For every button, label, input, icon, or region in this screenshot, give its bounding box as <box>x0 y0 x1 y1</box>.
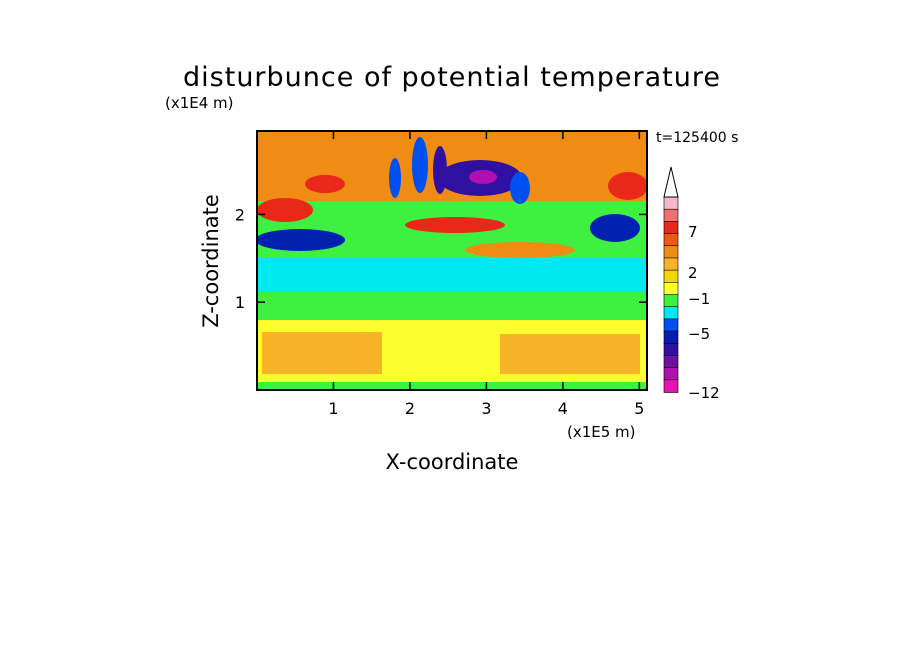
colorbar-label: −1 <box>688 290 710 308</box>
colorbar-swatch <box>663 367 679 381</box>
colorbar-label: 7 <box>688 223 698 241</box>
colorbar-swatch <box>663 257 679 271</box>
colorbar-extend-arrow <box>663 166 679 198</box>
band-orange-low <box>262 332 382 374</box>
y-axis-label: Z-coordinate <box>199 194 223 328</box>
red-blob-mid <box>305 175 345 193</box>
band-bottom-green <box>257 382 647 390</box>
chart-title: disturbunce of potential temperature <box>183 62 721 93</box>
red-blob-left <box>257 198 313 222</box>
x-unit-label: (x1E5 m) <box>567 423 636 441</box>
y-ticks: 12 <box>235 205 647 312</box>
cyan-streak <box>350 265 470 279</box>
colorbar-swatch <box>663 379 679 393</box>
red-blob-right <box>608 172 647 200</box>
colorbar-swatch <box>663 269 679 284</box>
x-tick-label: 5 <box>634 399 644 418</box>
colorbar-swatch <box>663 330 679 345</box>
colorbar-swatch <box>663 342 679 357</box>
colorbar-label: −5 <box>688 325 710 343</box>
colorbar-swatch <box>663 355 679 369</box>
colorbar-swatch <box>663 306 679 320</box>
wave-upper-2 <box>433 146 447 194</box>
colorbar: 7 2 −1 −5 −12 <box>663 166 720 402</box>
x-tick-label: 2 <box>405 399 415 418</box>
x-axis-label: X-coordinate <box>386 450 519 474</box>
y-tick-label: 2 <box>235 205 245 224</box>
colorbar-swatch <box>663 233 679 247</box>
colorbar-swatch <box>663 245 679 259</box>
x-tick-label: 4 <box>558 399 568 418</box>
colorbar-swatch <box>663 208 679 223</box>
wave-upper-1 <box>412 137 428 193</box>
y-tick-label: 1 <box>235 293 245 312</box>
band-orange-low-right <box>500 334 640 374</box>
x-tick-label: 3 <box>481 399 491 418</box>
blue-cell-right <box>590 214 640 242</box>
wave-upper-3 <box>389 158 401 198</box>
colorbar-label: −12 <box>688 384 720 402</box>
y-unit-label: (x1E4 m) <box>165 94 234 112</box>
orange-streak-mid <box>465 242 575 258</box>
colorbar-swatch <box>663 221 679 235</box>
magenta-core <box>469 170 497 184</box>
x-ticks: 1 2 3 4 5 <box>328 131 644 418</box>
band-green <box>257 292 647 324</box>
colorbar-label: 2 <box>688 264 698 282</box>
red-streak <box>405 217 505 233</box>
wave-upper-4 <box>510 172 530 204</box>
colorbar-swatch <box>663 294 679 308</box>
colorbar-swatch <box>663 318 679 332</box>
plot-area <box>257 131 647 390</box>
x-tick-label: 1 <box>328 399 338 418</box>
plot-frame <box>256 130 648 391</box>
time-label: t=125400 s <box>656 130 738 146</box>
blue-band-left <box>257 229 345 251</box>
colorbar-swatch <box>663 282 679 296</box>
colorbar-swatch <box>663 196 679 210</box>
